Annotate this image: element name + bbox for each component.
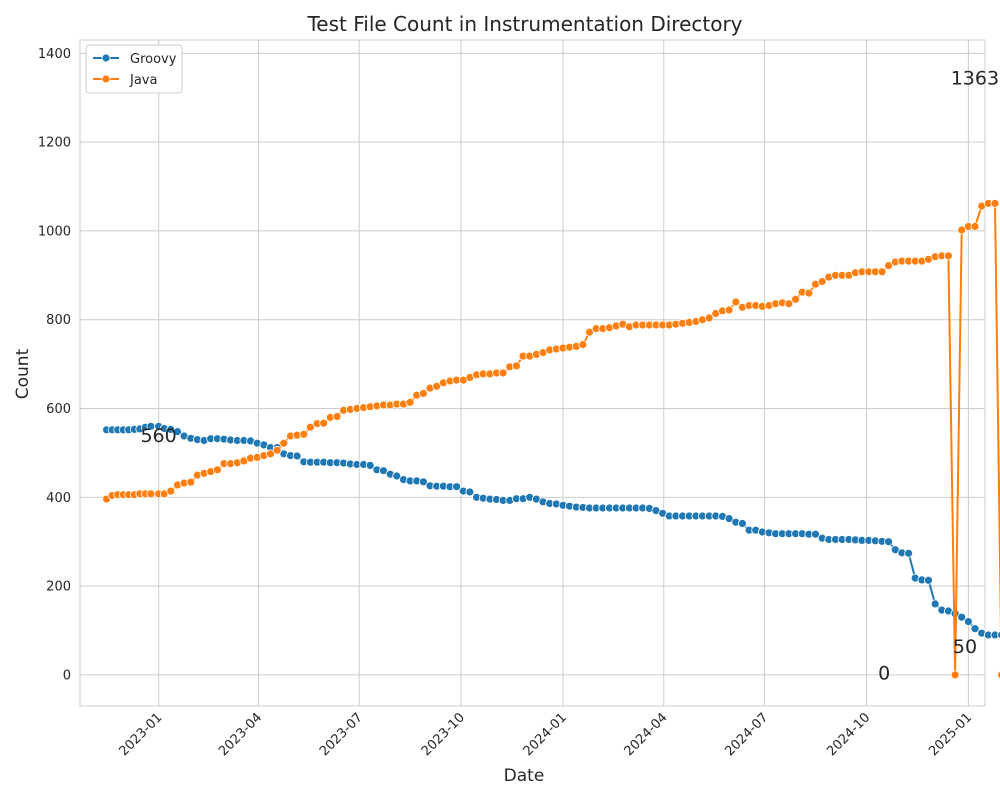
legend-label-java: Java	[129, 73, 157, 88]
x-tick-label: 2023-01	[116, 710, 165, 759]
data-point-java	[791, 294, 800, 304]
data-point-java	[332, 412, 342, 421]
data-label: 0	[878, 663, 890, 685]
data-label: 1363	[951, 67, 999, 89]
data-point-java	[266, 449, 275, 459]
data-point-java	[319, 418, 329, 428]
x-tick-label: 2024-01	[521, 710, 570, 759]
data-point-java	[578, 340, 588, 350]
data-point-java	[166, 486, 176, 496]
x-tick-label: 2023-10	[419, 710, 468, 759]
x-tick-label: 2023-07	[317, 710, 366, 759]
data-point-groovy	[924, 575, 933, 585]
data-point-java	[884, 261, 893, 271]
data-point-java	[817, 277, 827, 286]
data-point-groovy	[392, 471, 402, 481]
series-layer	[102, 198, 1000, 680]
data-point-groovy	[970, 624, 980, 634]
data-point-groovy	[379, 466, 388, 476]
data-point-groovy	[964, 617, 973, 626]
x-axis-label: Date	[504, 766, 545, 786]
data-point-groovy	[173, 427, 182, 437]
data-point-java	[784, 299, 794, 309]
plot-area	[79, 39, 986, 707]
chart-title: Test File Count in Instrumentation Direc…	[306, 12, 742, 36]
data-point-java	[877, 267, 887, 277]
data-point-java	[146, 489, 156, 499]
x-tick-labels: 2023-01 2023-04 2023-07 2023-10 2024-01 2024-…	[116, 710, 975, 759]
data-point-java	[970, 222, 980, 231]
data-point-java	[704, 313, 714, 323]
data-label: 50	[953, 636, 977, 658]
data-point-java	[990, 198, 1000, 208]
data-point-java	[724, 305, 734, 315]
y-tick-label: 1400	[38, 47, 71, 62]
y-tick-label: 1000	[38, 224, 71, 239]
data-point-groovy	[884, 537, 893, 547]
series-groovy	[102, 421, 1000, 640]
data-point-java	[212, 465, 222, 475]
y-tick-label: 0	[63, 668, 71, 683]
y-tick-label: 800	[46, 313, 71, 328]
legend-marker-groovy	[101, 53, 111, 63]
x-tick-label: 2023-04	[216, 710, 265, 759]
x-tick-label: 2024-04	[622, 710, 671, 759]
data-point-java	[418, 388, 428, 398]
data-point-java	[804, 288, 814, 298]
data-point-groovy	[365, 460, 375, 470]
data-point-groovy	[957, 612, 967, 622]
annotations: 560 0 50 1363	[140, 67, 999, 684]
data-point-java	[997, 670, 1000, 679]
data-point-java	[512, 361, 521, 371]
legend-marker-java	[101, 74, 111, 84]
series-java	[102, 198, 1000, 680]
data-point-java	[498, 368, 508, 378]
data-point-java	[405, 397, 415, 407]
data-point-groovy	[738, 519, 747, 528]
data-point-groovy	[724, 514, 734, 523]
data-point-java	[950, 670, 960, 680]
x-tick-label: 2025-01	[926, 710, 975, 759]
data-point-groovy	[452, 482, 462, 492]
data-point-groovy	[465, 487, 475, 497]
data-point-java	[299, 429, 309, 439]
data-point-java	[186, 477, 196, 487]
y-tick-label: 600	[46, 402, 71, 417]
x-tick-label: 2024-10	[824, 710, 873, 759]
data-label: 560	[140, 425, 176, 447]
data-point-groovy	[418, 477, 428, 487]
x-tick-label: 2024-07	[722, 710, 771, 759]
data-point-java	[585, 327, 594, 337]
y-tick-label: 1200	[38, 136, 71, 151]
data-point-groovy	[292, 451, 302, 461]
data-point-java	[279, 438, 289, 448]
data-point-groovy	[904, 548, 913, 558]
legend: Groovy Java	[85, 44, 183, 94]
y-axis-label: Count	[13, 348, 33, 399]
data-point-groovy	[930, 599, 940, 609]
data-point-java	[272, 445, 282, 455]
data-point-java	[944, 251, 953, 261]
y-tick-label: 400	[46, 491, 71, 506]
legend-label-groovy: Groovy	[130, 52, 177, 67]
data-point-groovy	[997, 630, 1000, 640]
data-point-java	[305, 422, 315, 432]
data-point-java	[957, 225, 967, 235]
y-tick-label: 200	[46, 580, 71, 595]
data-point-groovy	[811, 529, 820, 539]
grid-lines	[80, 40, 985, 706]
y-tick-labels: 0 200 400 600 800 1000 1200 1400	[38, 47, 71, 684]
data-point-java	[731, 297, 741, 307]
